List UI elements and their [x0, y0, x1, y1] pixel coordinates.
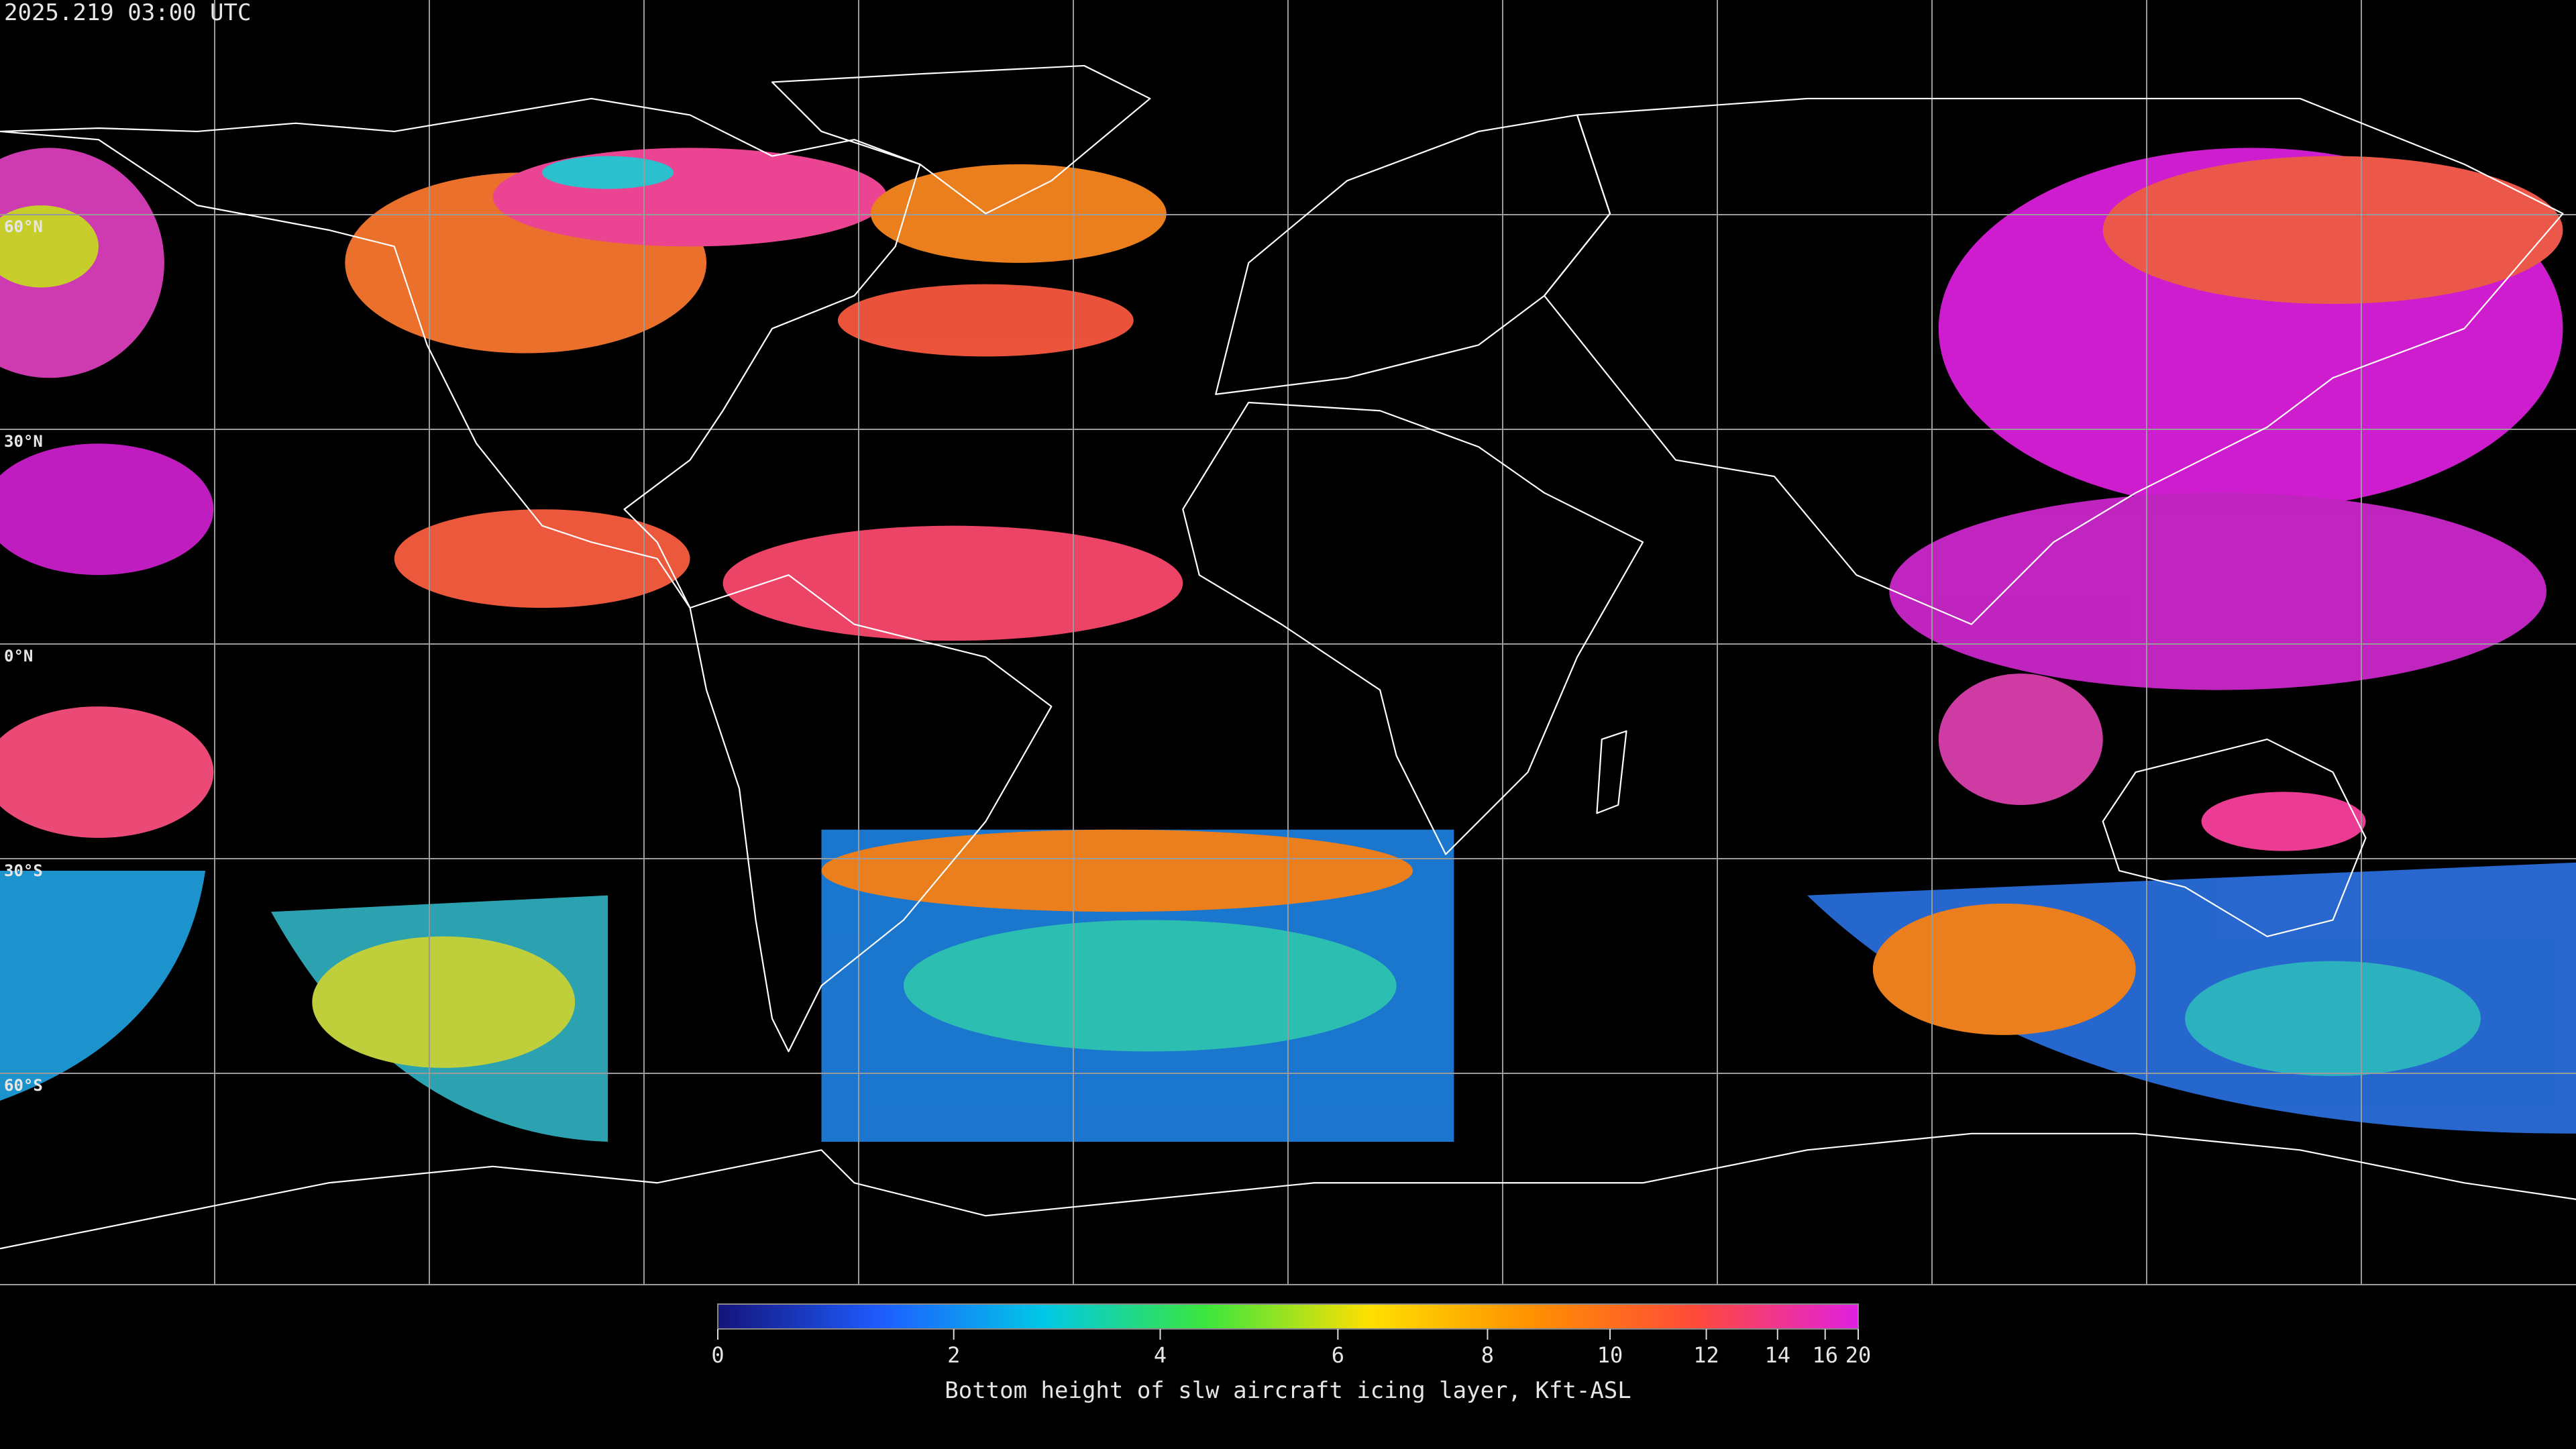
colorbar-tick-label: 8 — [1481, 1342, 1494, 1368]
latitude-label: 30°N — [4, 432, 43, 451]
icing-area — [0, 870, 206, 1101]
timestamp: 2025.219 03:00 UTC — [4, 0, 251, 26]
latitude-label: 0°N — [4, 647, 33, 665]
icing-area — [2185, 961, 2481, 1077]
icing-area — [0, 205, 99, 288]
icing-area — [394, 509, 690, 608]
coastline — [1182, 401, 1644, 855]
coastline — [689, 574, 1053, 1053]
latitude-labels: 60°N 30°N 0°N 30°S 60°S — [4, 217, 43, 1095]
latitude-label: 60°S — [4, 1076, 43, 1095]
icing-area — [1889, 492, 2546, 690]
coastline — [0, 1132, 2576, 1250]
icing-area — [870, 164, 1167, 263]
graticule — [0, 0, 2576, 1285]
colorbar — [717, 1303, 1859, 1330]
colorbar-tick-label: 4 — [1154, 1342, 1167, 1368]
icing-area — [722, 525, 1183, 641]
coastline — [2102, 738, 2367, 938]
colorbar-label: Bottom height of slw aircraft icing laye… — [945, 1377, 1631, 1404]
colorbar-tick-label: 20 — [1845, 1342, 1872, 1368]
coastline — [1543, 97, 2564, 625]
icing-area — [312, 936, 576, 1068]
icing-area — [0, 706, 214, 838]
icing-area — [492, 148, 888, 247]
coastline — [771, 64, 1151, 215]
icing-area — [0, 443, 214, 576]
icing-area — [542, 156, 674, 189]
colorbar-tick-label: 12 — [1693, 1342, 1719, 1368]
latitude-label: 60°N — [4, 217, 43, 236]
colorbar-ticks: 0 2 4 6 8 10 12 14 16 20 — [711, 1329, 1871, 1368]
icing-area — [903, 920, 1397, 1052]
colorbar-tick-label: 14 — [1764, 1342, 1790, 1368]
icing-area — [1872, 903, 2136, 1035]
icing-area — [2201, 792, 2366, 851]
icing-area — [837, 284, 1134, 357]
coastline — [1596, 730, 1627, 814]
icing-area — [821, 829, 1413, 912]
colorbar-tick-label: 0 — [711, 1342, 724, 1368]
latitude-label: 30°S — [4, 861, 43, 880]
icing-area — [1938, 674, 2103, 806]
colorbar-tick-label: 2 — [947, 1342, 960, 1368]
icing-area — [2102, 156, 2563, 305]
colorbar-tick-label: 16 — [1812, 1342, 1838, 1368]
coastlines — [0, 64, 2576, 1250]
colorbar-tick-label: 10 — [1597, 1342, 1623, 1368]
colorbar-tick-label: 6 — [1332, 1342, 1344, 1368]
coastline — [0, 97, 921, 609]
